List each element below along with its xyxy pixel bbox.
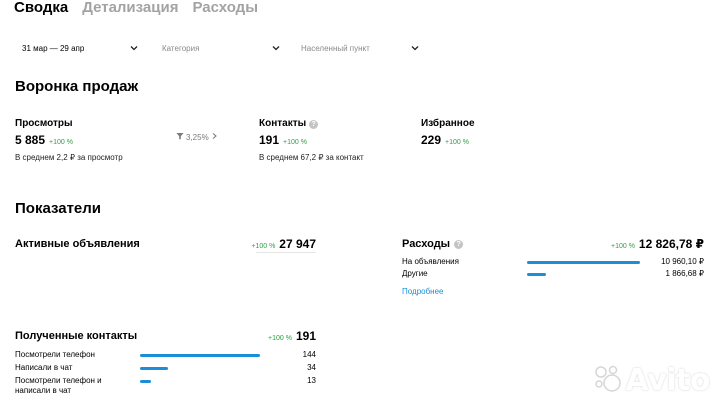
contact-row-label: Посмотрели телефон [15, 350, 95, 359]
funnel-icon [176, 132, 184, 142]
views-metric: Просмотры 5 885 +100 % В среднем 2,2 ₽ з… [15, 118, 123, 163]
funnel-title: Воронка продаж [15, 78, 139, 95]
contact-row-label: Посмотрели телефон и написали в чат [15, 376, 102, 395]
expenses-change: +100 % [610, 243, 635, 250]
favorites-label: Избранное [421, 118, 475, 129]
active-ads-total: +100 % 27 947 [220, 237, 316, 251]
avito-logo-icon [592, 363, 622, 398]
divider [256, 252, 316, 253]
conversion-value: 3,25% [186, 132, 209, 142]
expenses-value: 12 826,78 ₽ [638, 237, 704, 251]
contact-bar [140, 354, 260, 357]
watermark-text: Avito [625, 363, 711, 398]
favorites-change: +100 % [445, 139, 469, 146]
chevron-right-icon [211, 132, 218, 142]
views-label: Просмотры [15, 118, 73, 129]
chevron-down-icon [128, 42, 140, 54]
contact-bar [140, 380, 151, 383]
views-average: В среднем 2,2 ₽ за просмотр [15, 153, 123, 162]
tab-details[interactable]: Детализация [82, 0, 179, 16]
contact-row-chat: Написали в чат 34 [15, 363, 316, 375]
contacts-metric: Контакты ? 191 +100 % В среднем 67,2 ₽ з… [259, 118, 364, 163]
received-contacts-value: 191 [295, 329, 316, 343]
expense-row-value: 1 866,68 ₽ [665, 269, 704, 278]
location-select[interactable]: Населенный пункт [301, 40, 421, 56]
avito-watermark: Avito [592, 363, 711, 398]
favorites-value-row: 229 +100 % [421, 133, 475, 150]
favorites-metric: Избранное 229 +100 % [421, 118, 475, 150]
question-icon[interactable]: ? [309, 119, 319, 129]
category-placeholder: Категория [162, 43, 200, 53]
active-ads-title: Активные объявления [15, 238, 140, 250]
expense-row-label: Другие [402, 269, 428, 278]
contacts-change: +100 % [283, 139, 307, 146]
expense-bar [527, 273, 546, 276]
views-change: +100 % [49, 139, 73, 146]
more-link[interactable]: Подробнее [402, 287, 444, 296]
chevron-down-icon [270, 42, 282, 54]
expenses-title: Расходы [402, 238, 451, 250]
active-ads-change: +100 % [251, 243, 276, 250]
contact-bar [140, 367, 168, 370]
contacts-label: Контакты [259, 118, 307, 129]
contact-row-value: 144 [302, 350, 316, 359]
contact-row-both: Посмотрели телефон и написали в чат 13 [15, 376, 316, 396]
received-contacts-title: Полученные контакты [15, 330, 138, 342]
received-contacts-change: +100 % [268, 335, 292, 342]
received-contacts-total: +100 % 191 [220, 329, 316, 343]
expense-row-ads: На объявления 10 960,10 ₽ [402, 257, 704, 269]
location-placeholder: Населенный пункт [301, 43, 370, 53]
contacts-value: 191 [259, 133, 280, 147]
expenses-title-row: Расходы ? [402, 238, 464, 250]
period-value: 31 мар — 29 апр [22, 43, 85, 53]
tab-expenses[interactable]: Расходы [192, 0, 259, 16]
conversion-link[interactable]: 3,25% [176, 132, 218, 142]
expense-row-other: Другие 1 866,68 ₽ [402, 269, 704, 281]
tab-summary[interactable]: Сводка [14, 0, 69, 16]
contacts-average: В среднем 67,2 ₽ за контакт [259, 153, 364, 162]
expense-bar [527, 261, 640, 264]
tabs: Сводка Детализация Расходы [14, 0, 258, 18]
period-select[interactable]: 31 мар — 29 апр [22, 40, 140, 56]
contact-row-value: 13 [307, 376, 316, 385]
contact-row-label: Написали в чат [15, 363, 73, 372]
contacts-label-row: Контакты ? [259, 118, 364, 130]
contact-row-value: 34 [307, 363, 316, 372]
active-ads-value: 27 947 [279, 237, 316, 251]
question-icon[interactable]: ? [454, 239, 464, 249]
contact-row-phone: Посмотрели телефон 144 [15, 350, 316, 362]
expense-row-label: На объявления [402, 257, 459, 266]
expenses-total: +100 % 12 826,78 ₽ [560, 237, 704, 251]
chevron-down-icon [409, 42, 421, 54]
favorites-value: 229 [421, 133, 442, 147]
expense-row-value: 10 960,10 ₽ [661, 257, 704, 266]
indicators-title: Показатели [15, 200, 102, 217]
views-value-row: 5 885 +100 % [15, 133, 123, 150]
category-select[interactable]: Категория [162, 40, 282, 56]
contacts-value-row: 191 +100 % [259, 133, 364, 150]
views-value: 5 885 [15, 133, 46, 147]
